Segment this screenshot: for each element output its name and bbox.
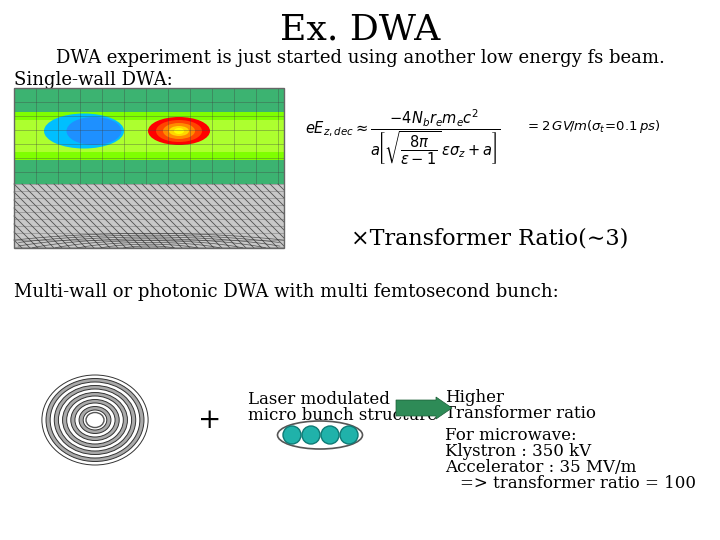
Ellipse shape	[63, 393, 127, 448]
Circle shape	[340, 426, 358, 444]
Text: Klystron : 350 kV: Klystron : 350 kV	[445, 442, 591, 460]
Text: DWA experiment is just started using another low energy fs beam.: DWA experiment is just started using ano…	[55, 49, 665, 67]
FancyArrow shape	[396, 397, 452, 419]
Ellipse shape	[46, 379, 144, 462]
Ellipse shape	[148, 117, 210, 145]
Text: Laser modulated: Laser modulated	[248, 392, 390, 408]
Ellipse shape	[86, 413, 104, 428]
Bar	[14, 120, 284, 152]
Bar	[14, 184, 284, 248]
Circle shape	[283, 426, 301, 444]
Ellipse shape	[71, 400, 120, 441]
Ellipse shape	[58, 389, 132, 451]
Circle shape	[302, 426, 320, 444]
Text: $= 2\,GV\!/m(\sigma_t\!=\!0.1\,ps)$: $= 2\,GV\!/m(\sigma_t\!=\!0.1\,ps)$	[525, 118, 660, 135]
Bar	[14, 88, 284, 248]
Text: micro bunch structure: micro bunch structure	[248, 407, 437, 423]
Text: +: +	[198, 407, 222, 434]
Text: Single-wall DWA:: Single-wall DWA:	[14, 71, 173, 89]
Ellipse shape	[174, 128, 184, 134]
Ellipse shape	[156, 120, 202, 142]
Text: Transformer ratio: Transformer ratio	[445, 404, 596, 422]
Ellipse shape	[75, 403, 115, 437]
Ellipse shape	[42, 375, 148, 465]
Ellipse shape	[54, 386, 135, 455]
Ellipse shape	[87, 414, 103, 427]
Text: => transformer ratio = 100: => transformer ratio = 100	[460, 476, 696, 492]
Ellipse shape	[44, 113, 124, 148]
Ellipse shape	[67, 396, 123, 444]
Text: For microwave:: For microwave:	[445, 427, 577, 443]
Ellipse shape	[91, 417, 99, 423]
Text: Higher: Higher	[445, 388, 504, 406]
Ellipse shape	[50, 382, 140, 458]
Text: ×Transformer Ratio(∼3): ×Transformer Ratio(∼3)	[351, 227, 629, 249]
Ellipse shape	[84, 410, 107, 430]
Bar	[14, 88, 284, 184]
Circle shape	[321, 426, 339, 444]
Ellipse shape	[66, 117, 122, 145]
Text: Multi-wall or photonic DWA with multi femtosecond bunch:: Multi-wall or photonic DWA with multi fe…	[14, 283, 559, 301]
Ellipse shape	[163, 123, 195, 139]
Text: Accelerator : 35 MV/m: Accelerator : 35 MV/m	[445, 458, 636, 476]
Ellipse shape	[169, 126, 189, 136]
Ellipse shape	[79, 407, 111, 434]
Bar	[14, 112, 284, 160]
Text: Ex. DWA: Ex. DWA	[280, 13, 440, 47]
Text: $eE_{z,dec} \approx \dfrac{-4N_b r_e m_e c^2}{a\!\left[\sqrt{\dfrac{8\pi}{\varep: $eE_{z,dec} \approx \dfrac{-4N_b r_e m_e…	[305, 108, 500, 167]
